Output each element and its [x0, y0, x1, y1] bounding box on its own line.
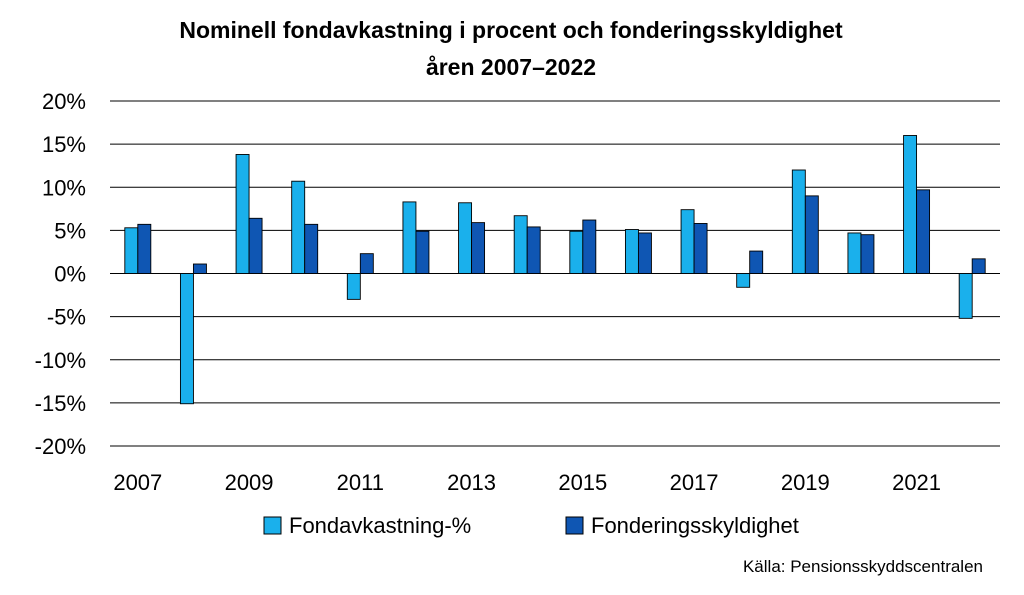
- source-note: Källa: Pensionsskyddscentralen: [743, 557, 983, 576]
- bar-fondavkastning-2013: [458, 202, 473, 274]
- y-tick-label: 20%: [42, 89, 86, 114]
- bars: [124, 135, 986, 405]
- bar-fonderingsskyldighet-2016: [637, 232, 652, 274]
- y-tick-label: -15%: [35, 391, 86, 416]
- x-tick-label: 2017: [670, 470, 719, 495]
- bar-fonderingsskyldighet-2013: [471, 222, 486, 274]
- y-axis-ticks: 20% 15% 10% 5% 0% -5% -10% -15% -20%: [35, 89, 86, 459]
- legend-label-fondavkastning: Fondavkastning-%: [289, 513, 471, 538]
- bar-fondavkastning-2009: [235, 154, 250, 274]
- bar-fondavkastning-2008: [179, 273, 194, 405]
- x-tick-label: 2021: [892, 470, 941, 495]
- y-tick-label: 10%: [42, 175, 86, 200]
- x-tick-label: 2009: [225, 470, 274, 495]
- bar-fonderingsskyldighet-2009: [248, 217, 263, 274]
- bar-fondavkastning-2014: [513, 215, 528, 274]
- bar-fonderingsskyldighet-2011: [359, 253, 374, 274]
- bar-fonderingsskyldighet-2020: [860, 234, 875, 274]
- y-tick-label: 5%: [54, 218, 86, 243]
- bar-fonderingsskyldighet-2007: [137, 223, 152, 274]
- bar-fonderingsskyldighet-2019: [804, 195, 819, 274]
- legend-swatch-fonderingsskyldighet: [565, 516, 584, 535]
- legend-label-fonderingsskyldighet: Fonderingsskyldighet: [591, 513, 799, 538]
- y-tick-label: 15%: [42, 132, 86, 157]
- bar-fondavkastning-2010: [291, 180, 306, 274]
- bar-fondavkastning-2011: [346, 273, 361, 300]
- bar-fonderingsskyldighet-2010: [304, 223, 319, 274]
- x-tick-label: 2013: [447, 470, 496, 495]
- bar-fonderingsskyldighet-2014: [526, 226, 541, 274]
- bar-fonderingsskyldighet-2018: [749, 250, 764, 274]
- y-tick-label: -5%: [47, 305, 86, 330]
- bar-fondavkastning-2020: [847, 232, 862, 274]
- legend: Fondavkastning-% Fonderingsskyldighet: [263, 513, 799, 538]
- bar-fondavkastning-2021: [903, 135, 918, 274]
- bar-fondavkastning-2012: [402, 201, 417, 274]
- chart-title-line1: Nominell fondavkastning i procent och fo…: [179, 17, 843, 43]
- bar-fondavkastning-2015: [569, 230, 584, 274]
- x-tick-label: 2011: [337, 470, 384, 495]
- bar-fondavkastning-2022: [958, 273, 973, 319]
- bar-fondavkastning-2019: [791, 169, 806, 274]
- x-tick-label: 2019: [781, 470, 830, 495]
- bar-fondavkastning-2007: [124, 227, 139, 274]
- x-tick-label: 2015: [558, 470, 607, 495]
- bar-fonderingsskyldighet-2015: [582, 219, 597, 274]
- y-tick-label: -10%: [35, 348, 86, 373]
- x-axis-ticks: 2007 2009 2011 2013 2015 2017 2019 2021: [113, 470, 941, 495]
- legend-swatch-fondavkastning: [263, 516, 282, 535]
- bar-fonderingsskyldighet-2017: [693, 223, 708, 274]
- y-tick-label: -20%: [35, 434, 86, 459]
- y-tick-label: 0%: [54, 262, 86, 287]
- chart-title-line2: åren 2007–2022: [426, 54, 596, 80]
- x-tick-label: 2007: [113, 470, 162, 495]
- bar-fondavkastning-2017: [680, 209, 695, 274]
- bar-fondavkastning-2016: [624, 229, 639, 274]
- bar-fonderingsskyldighet-2022: [971, 258, 986, 274]
- bar-fondavkastning-2018: [736, 273, 751, 288]
- bar-fonderingsskyldighet-2008: [192, 263, 207, 274]
- bar-fonderingsskyldighet-2021: [916, 189, 931, 274]
- bar-fonderingsskyldighet-2012: [415, 230, 430, 274]
